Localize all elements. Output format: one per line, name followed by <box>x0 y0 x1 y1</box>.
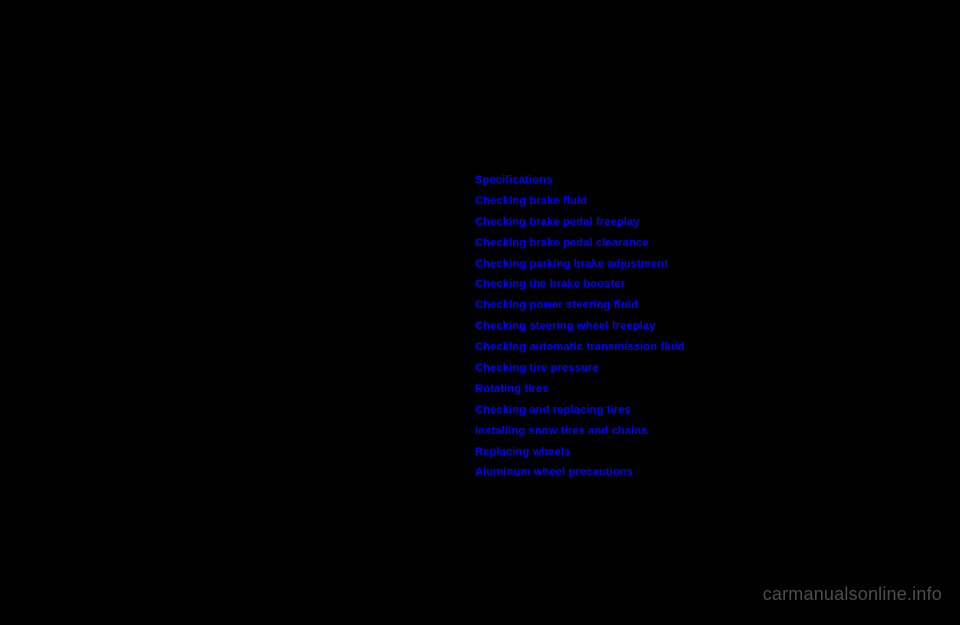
toc-link-checking-brake-pedal-clearance[interactable]: Checking brake pedal clearance <box>475 233 875 254</box>
toc-link-specifications[interactable]: Specifications <box>475 170 875 191</box>
table-of-contents: Specifications Checking brake fluid Chec… <box>475 170 875 483</box>
toc-link-installing-snow-tires-and-chains[interactable]: Installing snow tires and chains <box>475 421 875 442</box>
watermark-text: carmanualsonline.info <box>763 584 942 605</box>
toc-link-checking-the-brake-booster[interactable]: Checking the brake booster <box>475 274 875 295</box>
toc-link-checking-tire-pressure[interactable]: Checking tire pressure <box>475 358 875 379</box>
page-root: Specifications Checking brake fluid Chec… <box>0 0 960 625</box>
toc-link-checking-steering-wheel-freeplay[interactable]: Checking steering wheel freeplay <box>475 316 875 337</box>
toc-link-checking-power-steering-fluid[interactable]: Checking power steering fluid <box>475 295 875 316</box>
toc-link-checking-and-replacing-tires[interactable]: Checking and replacing tires <box>475 400 875 421</box>
toc-link-replacing-wheels[interactable]: Replacing wheels <box>475 442 875 463</box>
toc-link-checking-parking-brake-adjustment[interactable]: Checking parking brake adjustment <box>475 254 875 275</box>
toc-link-checking-brake-fluid[interactable]: Checking brake fluid <box>475 191 875 212</box>
toc-link-checking-brake-pedal-freeplay[interactable]: Checking brake pedal freeplay <box>475 212 875 233</box>
toc-link-aluminum-wheel-precautions[interactable]: Aluminum wheel precautions <box>475 462 875 483</box>
toc-link-checking-automatic-transmission-fluid[interactable]: Checking automatic transmission fluid <box>475 337 875 358</box>
toc-link-rotating-tires[interactable]: Rotating tires <box>475 379 875 400</box>
